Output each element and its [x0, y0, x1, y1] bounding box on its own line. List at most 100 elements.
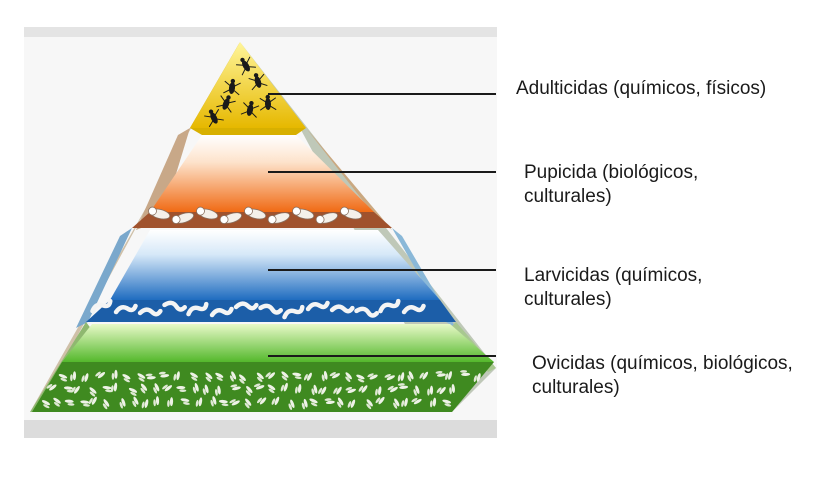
egg-icon — [229, 371, 237, 382]
egg-icon — [324, 398, 335, 405]
label-pupicida-line-1: Pupicida (biológicos, — [524, 162, 699, 183]
egg-icon — [271, 396, 280, 406]
egg-icon — [162, 384, 173, 392]
egg-icon — [292, 372, 302, 380]
egg-icon — [345, 372, 352, 382]
larva-icon — [282, 304, 305, 320]
egg-icon — [89, 387, 97, 397]
egg-icon — [407, 371, 414, 382]
larva-icon — [90, 298, 113, 314]
pupa-side-right — [306, 128, 392, 230]
egg-icon — [267, 384, 276, 394]
adult-mosquito-icon — [248, 73, 268, 91]
pupa-icon-group — [148, 206, 363, 224]
pupa-icon — [315, 212, 339, 224]
egg-icon — [435, 370, 446, 377]
label-ovicidas: Ovicidas (químicos, biológicos, cultural… — [532, 352, 793, 400]
egg-icon — [358, 385, 368, 393]
larva-level — [110, 230, 440, 300]
egg-icon — [253, 383, 265, 390]
egg-icon — [137, 373, 146, 382]
egg-icon — [88, 396, 97, 405]
egg-icon — [329, 372, 340, 379]
egg-icon — [245, 386, 253, 396]
egg-icon — [46, 383, 57, 391]
pupa-icon — [292, 206, 315, 220]
egg-icon — [337, 397, 344, 408]
egg-icon — [442, 399, 452, 407]
egg-icon — [419, 371, 429, 380]
egg-icon — [473, 373, 481, 382]
egg-icon — [173, 371, 180, 381]
egg-icon — [295, 384, 302, 394]
egg-icon — [122, 374, 131, 383]
adult-mosquito-icon — [236, 56, 256, 76]
label-larvicidas-line-1: Larvicidas (químicos, — [524, 265, 703, 286]
egg-level — [62, 324, 494, 362]
egg-icon — [202, 384, 209, 396]
egg-icon — [71, 386, 80, 394]
larva-icon — [162, 300, 187, 312]
egg-icon — [393, 398, 400, 409]
egg-icon — [397, 372, 405, 382]
larva-side-left — [76, 228, 132, 328]
egg-icon — [158, 371, 170, 378]
adult-mosquito-icon — [204, 108, 224, 128]
egg-icon — [80, 400, 90, 407]
egg-icon — [401, 397, 408, 407]
egg-icon — [140, 383, 148, 394]
egg-icon — [427, 385, 434, 396]
egg-icon — [280, 382, 288, 392]
egg-icon — [53, 397, 61, 407]
egg-icon — [210, 396, 217, 407]
larva-icon — [329, 304, 355, 314]
egg-icon — [102, 386, 113, 393]
egg-icon — [281, 371, 289, 381]
pupa-icon — [340, 206, 363, 220]
pupa-icon — [196, 206, 219, 220]
egg-icon — [102, 399, 110, 410]
larva-icon — [354, 306, 379, 318]
egg-icon — [167, 397, 174, 408]
pupa-icon — [219, 212, 243, 224]
egg-icon — [288, 399, 295, 411]
egg-icon — [256, 397, 267, 405]
egg-icon — [230, 384, 241, 391]
egg-icon — [195, 397, 203, 407]
egg-icon — [397, 383, 409, 389]
egg-icon — [387, 385, 398, 393]
egg-icon-group — [41, 369, 481, 411]
egg-icon — [153, 396, 160, 407]
label-adulticidas-line-1: Adulticidas (químicos, físicos) — [516, 78, 767, 99]
egg-icon — [58, 374, 68, 382]
egg-icon — [218, 399, 229, 407]
egg-icon — [413, 385, 420, 396]
label-ovicidas-line-2: culturales) — [532, 377, 620, 398]
egg-icon — [375, 396, 385, 405]
larva-icon — [305, 300, 330, 312]
egg-icon — [449, 383, 455, 395]
label-pupicida: Pupicida (biológicos, culturales) — [524, 161, 698, 209]
egg-icon — [318, 386, 327, 395]
egg-icon — [128, 387, 138, 396]
egg-icon — [239, 374, 246, 384]
egg-icon — [111, 369, 118, 380]
egg-icon — [95, 371, 106, 379]
egg-icon — [345, 387, 357, 394]
egg-icon — [367, 373, 378, 380]
egg-icon — [411, 397, 422, 405]
larva-icon — [209, 306, 234, 318]
egg-icon — [429, 397, 437, 408]
larva-icon — [233, 301, 259, 311]
egg-icon — [214, 385, 221, 396]
egg-icon — [141, 399, 149, 409]
egg-icon — [309, 398, 318, 407]
egg-icon — [333, 386, 342, 395]
adult-mosquito-icon — [259, 94, 277, 111]
egg-icon — [64, 399, 75, 406]
pupa-side-left — [136, 128, 190, 230]
egg-icon — [436, 386, 446, 395]
larva-icon — [137, 307, 163, 317]
label-ovicidas-line-1: Ovicidas (químicos, biológicos, — [532, 353, 793, 374]
